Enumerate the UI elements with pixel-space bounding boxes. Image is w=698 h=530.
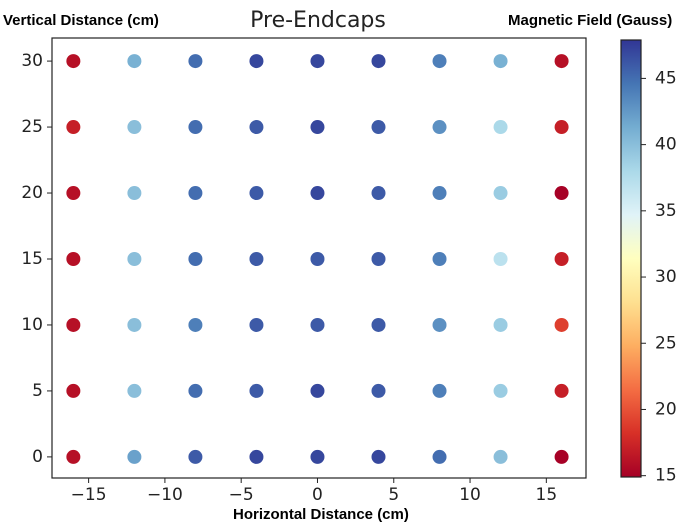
point [493,317,508,332]
point [127,317,142,332]
colorbar-tick-label: 35 [655,201,677,221]
y-axis-label: Vertical Distance (cm) [3,12,159,29]
y-tick-label: 25 [21,117,43,137]
point [310,383,325,398]
point [554,449,569,464]
colorbar-tick-label: 40 [655,135,677,155]
point [249,251,264,266]
point [554,54,569,69]
point [66,251,81,266]
point [310,251,325,266]
point [554,317,569,332]
point [127,251,142,266]
colorbar-label: Magnetic Field (Gauss) [508,12,673,29]
plot-area [51,37,587,479]
point [188,317,203,332]
point [371,120,386,135]
point [310,317,325,332]
chart-title: Pre-Endcaps [250,8,386,33]
point [371,186,386,201]
point [249,54,264,69]
point [249,120,264,135]
point [432,449,447,464]
point [188,383,203,398]
y-tick-label: 0 [32,447,43,467]
point [554,383,569,398]
x-tick-label: 5 [388,485,399,505]
point [310,449,325,464]
x-tick-label: 15 [536,485,558,505]
point [249,449,264,464]
point [371,54,386,69]
colorbar-tick-label: 25 [655,333,677,353]
y-tick-label: 30 [21,51,43,71]
point [493,251,508,266]
point [127,54,142,69]
point [310,186,325,201]
colorbar-tick-label: 45 [655,68,677,88]
x-axis-label: Horizontal Distance (cm) [233,506,409,523]
point [127,186,142,201]
point [310,54,325,69]
point [371,251,386,266]
point [127,449,142,464]
point [493,383,508,398]
point [554,186,569,201]
colorbar [620,39,642,478]
point [493,120,508,135]
point [188,251,203,266]
point [127,383,142,398]
x-tick-label: −10 [147,485,183,505]
point [249,186,264,201]
point [127,120,142,135]
colorbar-tick-label: 15 [655,466,677,486]
point [249,317,264,332]
point [66,120,81,135]
colorbar-tick-label: 20 [655,399,677,419]
point [310,120,325,135]
y-tick-label: 15 [21,249,43,269]
point [554,251,569,266]
point [493,449,508,464]
point [432,54,447,69]
point [66,317,81,332]
x-tick-label: −5 [229,485,254,505]
point [554,120,569,135]
y-tick-label: 20 [21,183,43,203]
point [188,120,203,135]
point [493,186,508,201]
point [432,383,447,398]
point [432,120,447,135]
point [371,317,386,332]
point [493,54,508,69]
point [432,186,447,201]
point [188,186,203,201]
point [66,54,81,69]
y-tick-label: 5 [32,381,43,401]
colorbar-tick-label: 30 [655,267,677,287]
point [66,383,81,398]
point [188,449,203,464]
point [432,251,447,266]
point [66,449,81,464]
point [432,317,447,332]
point [249,383,264,398]
x-tick-label: −15 [71,485,107,505]
point [188,54,203,69]
point [371,383,386,398]
y-tick-label: 10 [21,315,43,335]
point [66,186,81,201]
x-tick-label: 0 [312,485,323,505]
x-tick-label: 10 [459,485,481,505]
point [371,449,386,464]
